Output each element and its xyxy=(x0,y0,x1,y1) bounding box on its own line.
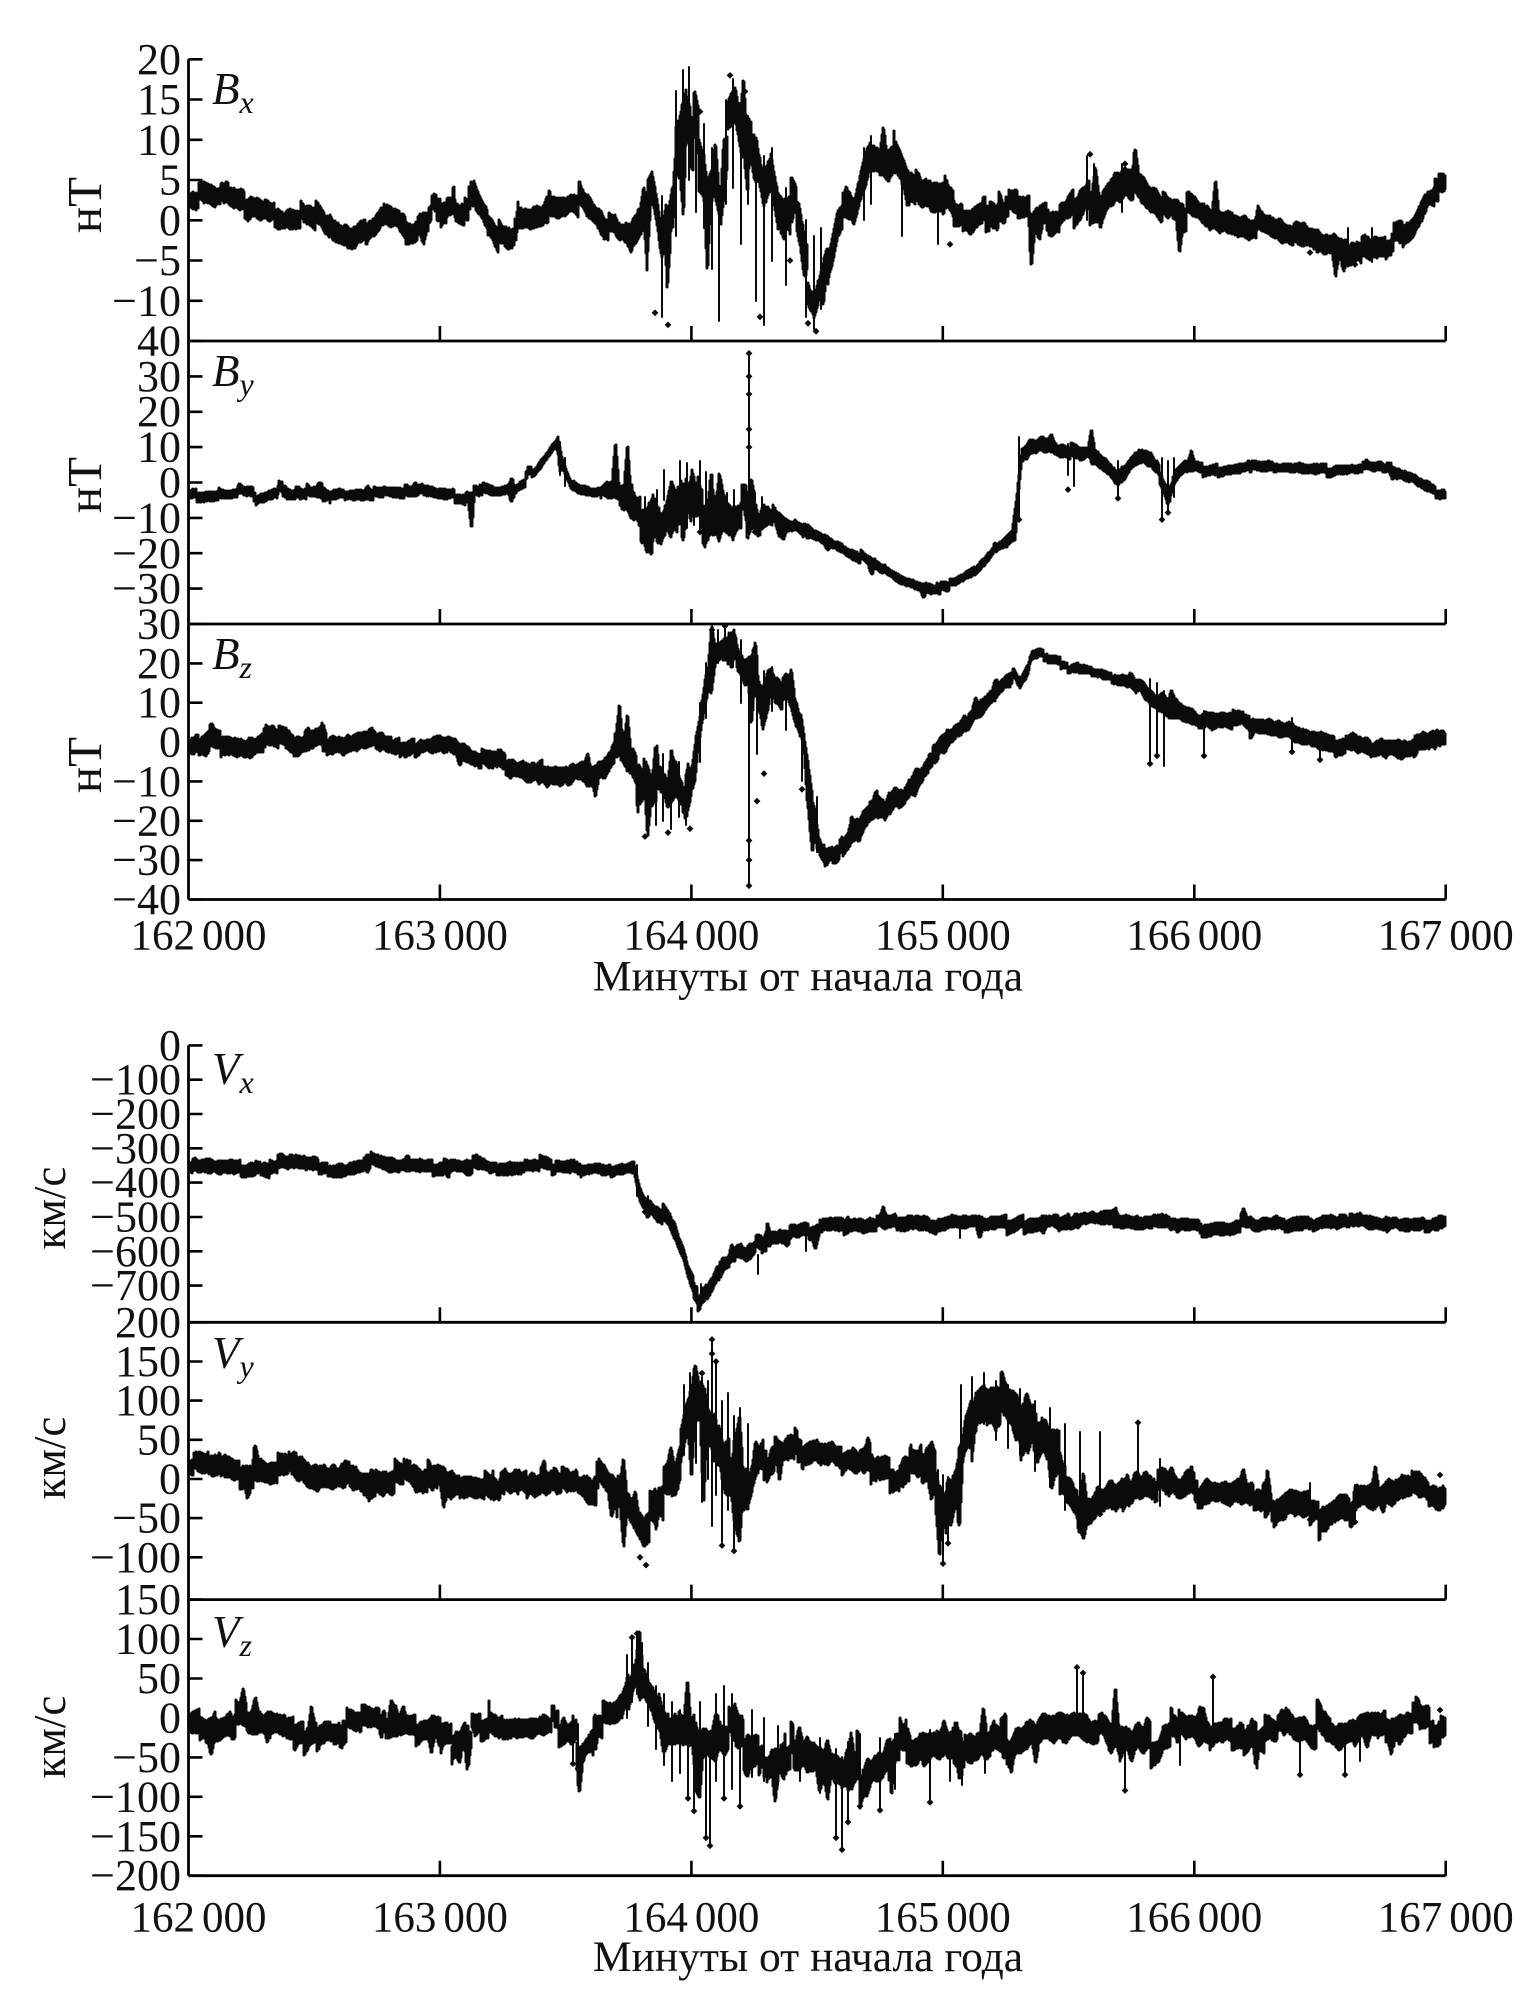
svg-text:0: 0 xyxy=(159,196,181,245)
svg-text:−100: −100 xyxy=(90,1772,181,1821)
svg-text:100: 100 xyxy=(115,1615,181,1664)
svg-text:10: 10 xyxy=(137,115,181,164)
svg-text:10: 10 xyxy=(137,423,181,472)
svg-text:нТ: нТ xyxy=(57,737,112,793)
svg-text:−100: −100 xyxy=(90,1533,181,1582)
svg-text:−50: −50 xyxy=(112,1494,181,1543)
svg-text:30: 30 xyxy=(137,600,181,649)
svg-text:40: 40 xyxy=(137,317,181,366)
svg-text:−30: −30 xyxy=(112,836,181,885)
svg-text:нТ: нТ xyxy=(57,177,112,233)
svg-text:−600: −600 xyxy=(90,1227,181,1276)
svg-text:−400: −400 xyxy=(90,1158,181,1207)
svg-text:−150: −150 xyxy=(90,1812,181,1861)
svg-text:−500: −500 xyxy=(90,1193,181,1242)
svg-text:50: 50 xyxy=(137,1415,181,1464)
svg-text:0: 0 xyxy=(159,458,181,507)
svg-text:−10: −10 xyxy=(112,757,181,806)
svg-text:−20: −20 xyxy=(112,796,181,845)
svg-text:20: 20 xyxy=(137,387,181,436)
svg-text:−30: −30 xyxy=(112,564,181,613)
svg-text:км/с: км/с xyxy=(25,1167,75,1250)
svg-text:0: 0 xyxy=(159,718,181,767)
svg-text:−20: −20 xyxy=(112,529,181,578)
svg-text:Bx: Bx xyxy=(212,64,254,120)
svg-text:нТ: нТ xyxy=(57,457,112,513)
svg-text:10: 10 xyxy=(137,678,181,727)
svg-text:5: 5 xyxy=(159,156,181,205)
svg-text:−5: −5 xyxy=(134,236,181,285)
svg-text:−10: −10 xyxy=(112,276,181,325)
svg-text:−100: −100 xyxy=(90,1055,181,1104)
svg-text:150: 150 xyxy=(115,1337,181,1386)
svg-text:50: 50 xyxy=(137,1654,181,1703)
svg-text:Минуты от начала года: Минуты от начала года xyxy=(593,953,1023,1001)
svg-text:30: 30 xyxy=(137,352,181,401)
svg-text:−300: −300 xyxy=(90,1124,181,1173)
svg-text:0: 0 xyxy=(159,1021,181,1070)
svg-text:−200: −200 xyxy=(90,1851,181,1900)
svg-text:15: 15 xyxy=(137,75,181,124)
svg-text:км/с: км/с xyxy=(25,1417,75,1500)
svg-text:−700: −700 xyxy=(90,1261,181,1310)
svg-text:−50: −50 xyxy=(112,1733,181,1782)
svg-text:0: 0 xyxy=(159,1693,181,1742)
svg-text:150: 150 xyxy=(115,1575,181,1624)
svg-text:км/с: км/с xyxy=(25,1696,75,1779)
svg-text:20: 20 xyxy=(137,35,181,84)
svg-text:−40: −40 xyxy=(112,875,181,924)
svg-text:200: 200 xyxy=(115,1298,181,1347)
svg-text:0: 0 xyxy=(159,1455,181,1504)
svg-text:Минуты от начала года: Минуты от начала года xyxy=(593,1933,1023,1981)
svg-text:20: 20 xyxy=(137,639,181,688)
svg-text:−10: −10 xyxy=(112,493,181,542)
svg-text:100: 100 xyxy=(115,1376,181,1425)
svg-text:−200: −200 xyxy=(90,1090,181,1139)
svg-text:By: By xyxy=(212,346,255,402)
